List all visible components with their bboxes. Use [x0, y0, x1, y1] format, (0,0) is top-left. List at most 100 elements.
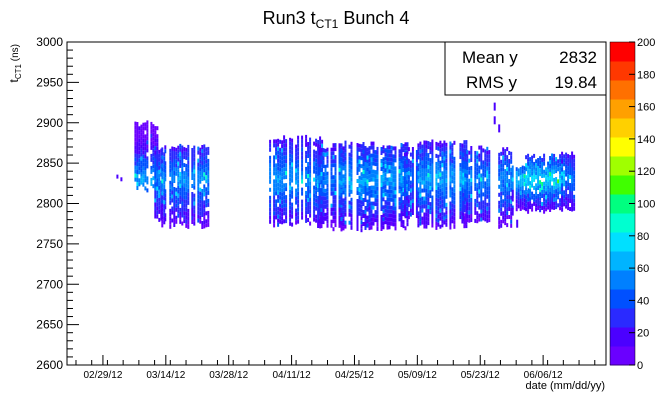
- heatmap-cell: [205, 155, 208, 160]
- heatmap-cell: [309, 209, 312, 214]
- heatmap-cell: [171, 182, 174, 187]
- heatmap-cell: [285, 195, 288, 200]
- heatmap-cell: [398, 217, 401, 222]
- heatmap-cell: [511, 205, 514, 210]
- heatmap-cell: [394, 202, 397, 207]
- heatmap-cell: [136, 182, 139, 186]
- heatmap-cell: [201, 209, 204, 213]
- heatmap-cell: [451, 211, 454, 216]
- heatmap-cell: [384, 212, 387, 217]
- heatmap-cell: [565, 156, 568, 161]
- heatmap-cell: [551, 197, 554, 202]
- heatmap-cell: [476, 191, 479, 196]
- heatmap-cell: [152, 128, 155, 133]
- heatmap-cell: [146, 156, 149, 161]
- heatmap-cell: [445, 158, 448, 163]
- heatmap-cell: [394, 222, 397, 227]
- heatmap-cell: [439, 140, 442, 145]
- heatmap-cell: [488, 206, 491, 211]
- heatmap-cell: [207, 182, 210, 187]
- heatmap-cell: [368, 170, 371, 175]
- heatmap-cell: [285, 203, 288, 208]
- heatmap-cell: [322, 208, 325, 213]
- heatmap-cell: [364, 166, 367, 170]
- heatmap-cell: [451, 151, 454, 156]
- heatmap-cell: [326, 195, 329, 200]
- heatmap-cell: [439, 164, 442, 169]
- heatmap-cell: [431, 147, 434, 152]
- heatmap-cell: [445, 202, 448, 207]
- heatmap-cell: [394, 190, 397, 195]
- heatmap-cell: [201, 205, 204, 209]
- heatmap-cell: [207, 214, 210, 219]
- heatmap-cell: [340, 165, 343, 170]
- heatmap-cell: [382, 185, 385, 190]
- heatmap-cell: [146, 180, 149, 185]
- heatmap-cell: [525, 191, 528, 196]
- heatmap-cell: [435, 205, 438, 210]
- heatmap-cell: [340, 143, 343, 148]
- heatmap-cell: [502, 219, 505, 224]
- heatmap-cell: [527, 169, 530, 174]
- heatmap-cell: [342, 202, 345, 207]
- heatmap-cell: [535, 207, 538, 212]
- heatmap-cell: [386, 217, 389, 222]
- heatmap-cell: [443, 200, 446, 205]
- heatmap-cell: [207, 222, 210, 227]
- heatmap-cell: [362, 174, 365, 178]
- heatmap-cell: [478, 193, 481, 198]
- heatmap-cell: [543, 157, 546, 162]
- heatmap-cell: [504, 209, 507, 214]
- heatmap-cell: [390, 193, 393, 198]
- heatmap-cell: [156, 158, 159, 163]
- heatmap-cell: [295, 216, 298, 221]
- heatmap-cell: [498, 172, 501, 177]
- heatmap-cell: [344, 168, 347, 173]
- heatmap-cell: [573, 198, 576, 203]
- heatmap-cell: [510, 219, 513, 224]
- heatmap-cell: [154, 210, 157, 215]
- heatmap-cell: [510, 155, 513, 160]
- heatmap-cell: [374, 210, 377, 215]
- heatmap-cell: [156, 142, 159, 147]
- heatmap-cell: [364, 150, 367, 154]
- heatmap-cell: [136, 174, 139, 178]
- heatmap-cell: [324, 216, 327, 221]
- stats-mean-label: Mean y: [462, 48, 518, 67]
- heatmap-cell: [388, 217, 391, 222]
- heatmap-cell: [277, 214, 280, 219]
- heatmap-cell: [156, 194, 159, 199]
- heatmap-cell: [317, 204, 320, 208]
- heatmap-cell: [358, 211, 361, 216]
- heatmap-cell: [344, 224, 347, 229]
- heatmap-cell: [435, 181, 438, 186]
- heatmap-cell: [517, 200, 520, 205]
- heatmap-cell: [515, 171, 518, 176]
- heatmap-cell: [181, 193, 184, 198]
- heatmap-cell: [468, 210, 471, 215]
- heatmap-cell: [330, 147, 333, 152]
- heatmap-cell: [451, 191, 454, 196]
- heatmap-cell: [427, 161, 430, 166]
- heatmap-cell: [486, 186, 489, 191]
- heatmap-cell: [163, 172, 166, 177]
- heatmap-cell: [322, 216, 325, 221]
- heatmap-cell: [561, 191, 564, 196]
- heatmap-cell: [320, 200, 323, 205]
- heatmap-cell: [305, 138, 308, 143]
- heatmap-cell: [417, 219, 420, 224]
- heatmap-cell: [342, 218, 345, 223]
- heatmap-cell: [269, 219, 272, 224]
- heatmap-cell: [421, 144, 424, 149]
- heatmap-cell: [498, 184, 501, 189]
- heatmap-cell: [326, 187, 329, 192]
- heatmap-cell: [547, 197, 550, 202]
- heatmap-cell: [173, 203, 176, 207]
- heatmap-cell: [350, 161, 353, 166]
- heatmap-cell: [431, 187, 434, 192]
- heatmap-cell: [185, 223, 188, 228]
- heatmap-cell: [320, 188, 323, 193]
- heatmap-cell: [187, 188, 190, 193]
- heatmap-cell: [163, 180, 166, 185]
- heatmap-cell: [171, 150, 174, 155]
